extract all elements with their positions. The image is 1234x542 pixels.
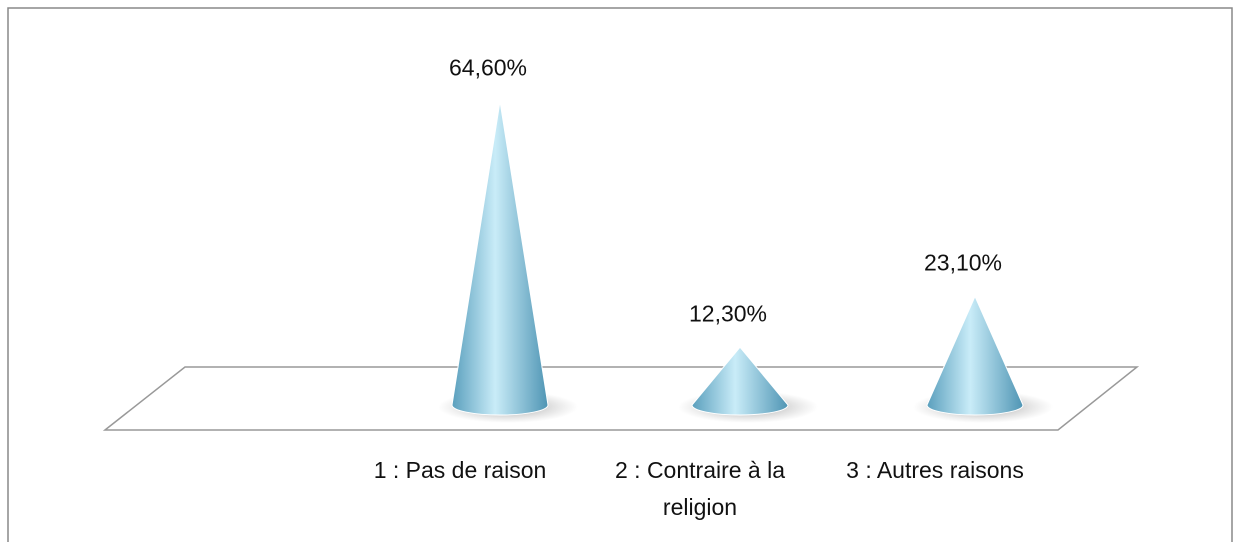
x-tick-label: 3 : Autres raisons	[846, 457, 1024, 483]
x-tick-label: 2 : Contraire à la religion	[614, 457, 786, 520]
value-label: 64,60%	[449, 54, 527, 80]
frame	[7, 7, 1233, 542]
x-tick-label: 1 : Pas de raison	[373, 457, 547, 483]
cone	[691, 346, 789, 416]
cone	[926, 295, 1024, 416]
value-label: 23,10%	[924, 250, 1002, 276]
cone	[451, 101, 549, 416]
value-label: 12,30%	[689, 300, 767, 326]
floor	[102, 366, 1140, 431]
